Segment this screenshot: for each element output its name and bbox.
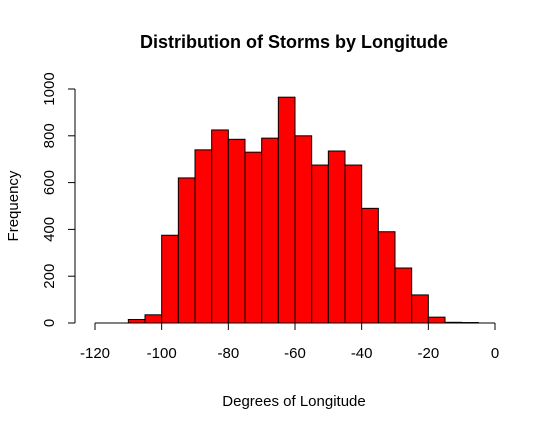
y-axis-label: Frequency	[5, 170, 22, 241]
x-tick-label: -80	[217, 345, 239, 362]
x-axis-label: Degrees of Longitude	[222, 393, 365, 410]
histogram-bar	[144, 314, 163, 324]
histogram-bar	[244, 151, 263, 324]
y-axis: 0 200 400 600 800 1000	[41, 72, 76, 327]
y-tick-label: 800	[41, 123, 58, 148]
x-axis: -120 -100 -80 -60 -40 -20 0	[80, 322, 499, 362]
x-tick-label: -100	[147, 345, 177, 362]
histogram-bar	[227, 138, 246, 324]
chart-title: Distribution of Storms by Longitude	[140, 32, 448, 52]
histogram-bar	[261, 137, 279, 324]
histogram-bar	[277, 96, 296, 324]
histogram-bar	[344, 164, 363, 324]
histogram-bar	[211, 129, 229, 324]
histogram-bar	[377, 231, 396, 324]
x-tick-label: -40	[351, 345, 373, 362]
histogram-bar	[394, 267, 413, 324]
x-tick-label: -20	[417, 345, 439, 362]
histogram-bar	[294, 135, 313, 324]
histogram-bar	[127, 318, 146, 324]
histogram-bar	[177, 177, 196, 324]
y-tick-label: 1000	[41, 72, 58, 105]
x-tick-label: -120	[80, 345, 110, 362]
bars-group	[127, 96, 479, 324]
histogram-bar	[311, 164, 329, 324]
histogram-bar	[194, 149, 213, 324]
histogram-bar	[411, 294, 429, 324]
y-tick-label: 400	[41, 217, 58, 242]
x-tick-label: -60	[284, 345, 306, 362]
y-tick-label: 600	[41, 170, 58, 195]
histogram-bar	[327, 150, 346, 324]
histogram-bar	[427, 316, 446, 324]
y-tick-label: 200	[41, 264, 58, 289]
x-tick-label: 0	[491, 345, 499, 362]
y-tick-label: 0	[41, 319, 58, 327]
histogram-bar	[161, 234, 179, 324]
histogram-bar	[361, 207, 379, 324]
